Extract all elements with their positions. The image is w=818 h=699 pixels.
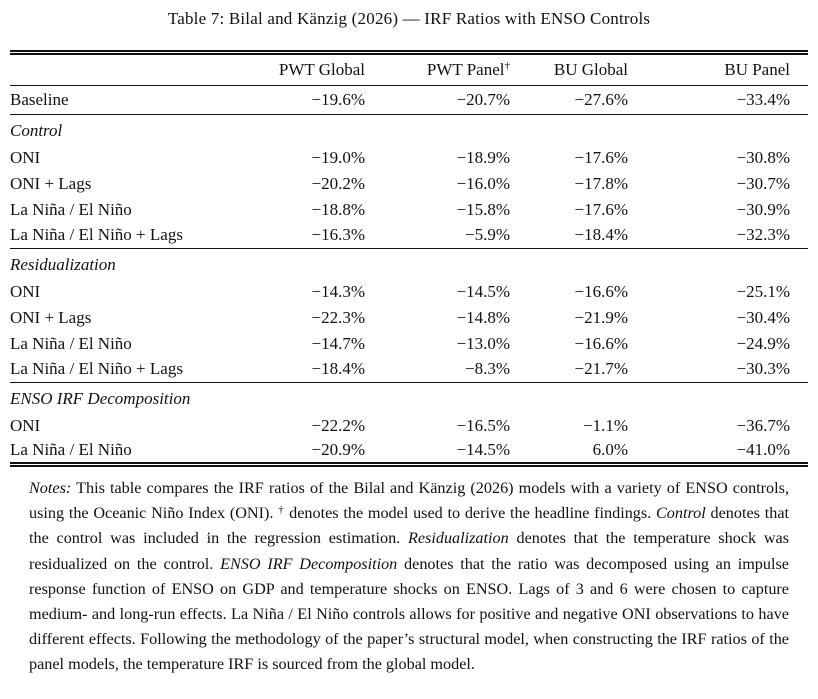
cell-value: −24.9% xyxy=(736,333,791,353)
cell-value: −22.3% xyxy=(311,307,366,327)
corner-cell xyxy=(10,53,265,86)
cell-value: −17.8% xyxy=(574,173,629,193)
table-row-enso-irf-decomposition-la-ni-a-el-ni-o: La Niña / El Niño −20.9% −14.5% 6.0% −41.0% xyxy=(10,439,808,465)
section-heading-row-control: Control xyxy=(10,115,808,145)
row-label: Baseline xyxy=(10,90,69,109)
cell-value: −30.7% xyxy=(736,173,791,193)
cell-value: −16.3% xyxy=(311,225,366,245)
cell-value: −21.9% xyxy=(574,307,629,327)
cell-value: −20.9% xyxy=(311,440,366,460)
dagger-icon: † xyxy=(504,60,511,72)
column-header-bu-panel: BU Panel xyxy=(724,60,790,79)
table-row-residualization-oni: ONI −14.3% −14.5% −16.6% −25.1% xyxy=(10,279,808,305)
cell-value: −5.9% xyxy=(465,225,510,245)
row-label: La Niña / El Niño + Lags xyxy=(10,225,183,245)
cell-value: −18.8% xyxy=(311,199,366,219)
cell-value: −25.1% xyxy=(736,281,791,301)
table-row-residualization-la-ni-a-el-ni-o: La Niña / El Niño −14.7% −13.0% −16.6% −24.9… xyxy=(10,331,808,357)
table-row-control-la-ni-a-el-ni-o-lags: La Niña / El Niño + Lags −16.3% −5.9% −18.4… xyxy=(10,223,808,249)
cell-value: −27.6% xyxy=(574,90,629,109)
section-residualization: Residualization ONI −14.3% −14.5% −16.6% −25.… xyxy=(10,249,808,383)
notes-text: denotes the model used to derive the hea… xyxy=(284,504,656,523)
row-label: La Niña / El Niño xyxy=(10,440,132,460)
cell-value: −15.8% xyxy=(456,199,511,219)
table-row-control-oni: ONI −19.0% −18.9% −17.6% −30.8% xyxy=(10,145,808,171)
cell-value: −19.0% xyxy=(311,147,366,167)
row-label: ONI xyxy=(10,147,41,167)
table-row-residualization-la-ni-a-el-ni-o-lags: La Niña / El Niño + Lags −18.4% −8.3% −21.7… xyxy=(10,357,808,383)
table-caption: Table 7: Bilal and Känzig (2026) — IRF R… xyxy=(167,9,651,28)
cell-value: −32.3% xyxy=(736,225,791,245)
cell-value: −21.7% xyxy=(574,359,629,379)
row-label: ONI xyxy=(10,281,41,301)
cell-value: −14.8% xyxy=(456,307,511,327)
cell-value: −30.8% xyxy=(736,147,791,167)
notes-emphasis: ENSO IRF Decomposition xyxy=(220,554,398,573)
cell-value: −8.3% xyxy=(465,359,510,379)
table-notes: Notes: This table compares the IRF ratio… xyxy=(29,476,789,678)
cell-value: −16.5% xyxy=(456,415,511,435)
cell-value: −17.6% xyxy=(574,147,629,167)
cell-value: −41.0% xyxy=(736,440,791,460)
table-row-control-la-ni-a-el-ni-o: La Niña / El Niño −18.8% −15.8% −17.6% −30.9… xyxy=(10,197,808,223)
cell-value: −18.9% xyxy=(456,147,511,167)
irf-ratios-table: PWT Global PWT Panel† BU Global BU Panel Ba… xyxy=(10,50,808,467)
section-heading: Residualization xyxy=(10,254,116,274)
notes-text: denotes that the ratio was decomposed us… xyxy=(29,554,789,674)
cell-value: −36.7% xyxy=(736,415,791,435)
baseline-section: Baseline −19.6% −20.7% −27.6% −33.4% xyxy=(10,86,808,115)
section-heading: ENSO IRF Decomposition xyxy=(10,388,191,408)
column-header-row: PWT Global PWT Panel† BU Global BU Panel xyxy=(10,53,808,86)
table-row-residualization-oni-lags: ONI + Lags −22.3% −14.8% −21.9% −30.4% xyxy=(10,305,808,331)
cell-value: −14.5% xyxy=(456,281,511,301)
cell-value: −30.3% xyxy=(736,359,791,379)
notes-text: This table compares the IRF ratios of th… xyxy=(29,479,789,523)
column-header-pwt-global: PWT Global xyxy=(278,60,365,79)
row-label: La Niña / El Niño + Lags xyxy=(10,359,183,379)
cell-value: −20.2% xyxy=(311,173,366,193)
cell-value: 6.0% xyxy=(592,440,628,460)
cell-value: −13.0% xyxy=(456,333,511,353)
cell-value: −22.2% xyxy=(311,415,366,435)
row-label: La Niña / El Niño xyxy=(10,333,132,353)
table-header: PWT Global PWT Panel† BU Global BU Panel xyxy=(10,53,808,86)
dagger-icon: † xyxy=(278,504,285,517)
cell-value: −16.6% xyxy=(574,281,629,301)
table-row-enso-irf-decomposition-oni: ONI −22.2% −16.5% −1.1% −36.7% xyxy=(10,413,808,439)
cell-value: −18.4% xyxy=(574,225,629,245)
cell-value: −14.3% xyxy=(311,281,366,301)
cell-value: −16.6% xyxy=(574,333,629,353)
notes-text: denotes that the temperature shock was r… xyxy=(29,529,789,573)
column-header-pwt-panel: PWT Panel† xyxy=(426,60,511,79)
notes-emphasis: Residualization xyxy=(407,529,509,548)
cell-value: −1.1% xyxy=(583,415,628,435)
table-row-control-oni-lags: ONI + Lags −20.2% −16.0% −17.8% −30.7% xyxy=(10,171,808,197)
notes-text: denotes that the control was included in… xyxy=(29,504,789,548)
cell-value: −33.4% xyxy=(736,90,791,109)
cell-value: −14.7% xyxy=(311,333,366,353)
notes-emphasis: Control xyxy=(656,504,706,523)
column-header-bu-global: BU Global xyxy=(553,60,628,79)
section-heading-row-enso-irf-decomposition: ENSO IRF Decomposition xyxy=(10,383,808,413)
cell-value: −30.9% xyxy=(736,199,791,219)
row-label: ONI + Lags xyxy=(10,173,92,193)
cell-value: −14.5% xyxy=(456,440,511,460)
cell-value: −19.6% xyxy=(311,90,366,109)
row-label: La Niña / El Niño xyxy=(10,199,132,219)
notes-emphasis: Notes: xyxy=(29,479,72,497)
section-enso-irf-decomposition: ENSO IRF Decomposition ONI −22.2% −16.5% −1.… xyxy=(10,383,808,465)
section-heading-row-residualization: Residualization xyxy=(10,249,808,279)
cell-value: −30.4% xyxy=(736,307,791,327)
cell-value: −16.0% xyxy=(456,173,511,193)
section-control: Control ONI −19.0% −18.9% −17.6% −30.8% ONI + … xyxy=(10,115,808,249)
cell-value: −18.4% xyxy=(311,359,366,379)
row-label: ONI + Lags xyxy=(10,307,92,327)
cell-value: −20.7% xyxy=(456,90,511,109)
section-heading: Control xyxy=(10,120,63,140)
table-row-baseline: Baseline −19.6% −20.7% −27.6% −33.4% xyxy=(10,86,808,115)
cell-value: −17.6% xyxy=(574,199,629,219)
row-label: ONI xyxy=(10,415,41,435)
